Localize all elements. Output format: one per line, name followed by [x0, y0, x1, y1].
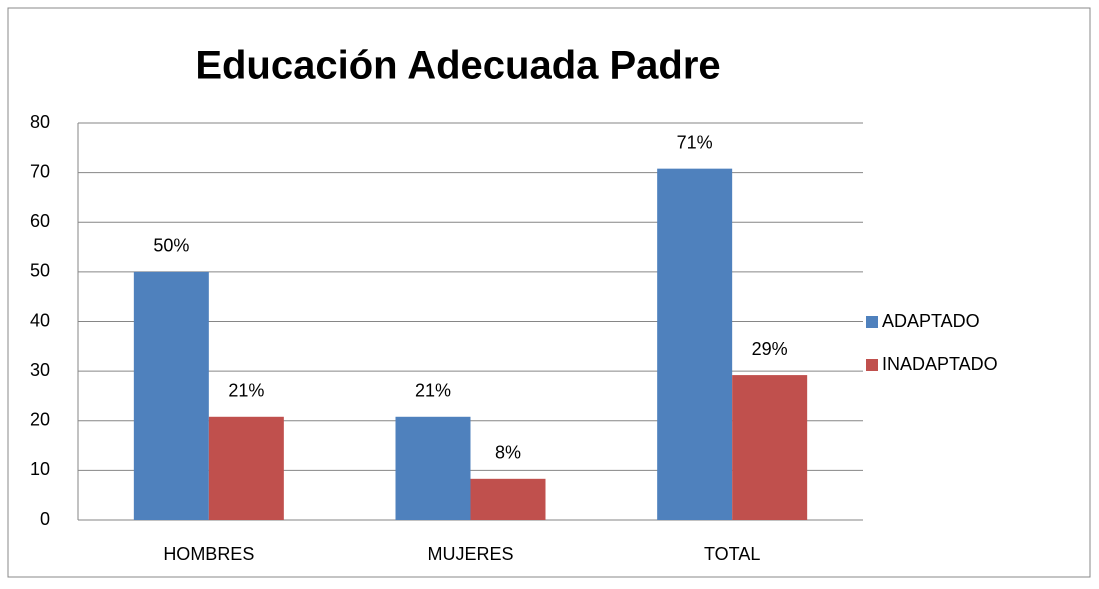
- y-tick-label: 50: [30, 261, 50, 281]
- data-label: 50%: [153, 236, 189, 256]
- bar: [470, 478, 546, 520]
- data-label: 21%: [415, 381, 451, 401]
- legend-label: ADAPTADO: [882, 311, 980, 331]
- bar: [133, 271, 209, 520]
- data-label: 8%: [495, 443, 521, 463]
- y-tick-label: 30: [30, 360, 50, 380]
- x-tick-label: HOMBRES: [163, 544, 254, 564]
- y-tick-label: 10: [30, 459, 50, 479]
- x-tick-label: MUJERES: [427, 544, 513, 564]
- legend-swatch: [866, 359, 878, 371]
- legend-swatch: [866, 316, 878, 328]
- bar: [657, 168, 733, 520]
- y-tick-label: 0: [40, 509, 50, 529]
- y-tick-label: 70: [30, 161, 50, 181]
- legend-label: INADAPTADO: [882, 354, 998, 374]
- chart-title: Educación Adecuada Padre: [195, 44, 720, 88]
- bar: [208, 416, 284, 520]
- y-tick-label: 20: [30, 410, 50, 430]
- bar: [395, 416, 471, 520]
- bar: [732, 375, 808, 520]
- data-label: 71%: [677, 132, 713, 152]
- data-label: 29%: [752, 339, 788, 359]
- y-tick-label: 80: [30, 112, 50, 132]
- data-label: 21%: [228, 381, 264, 401]
- y-tick-label: 40: [30, 310, 50, 330]
- x-tick-label: TOTAL: [704, 544, 760, 564]
- y-tick-label: 60: [30, 211, 50, 231]
